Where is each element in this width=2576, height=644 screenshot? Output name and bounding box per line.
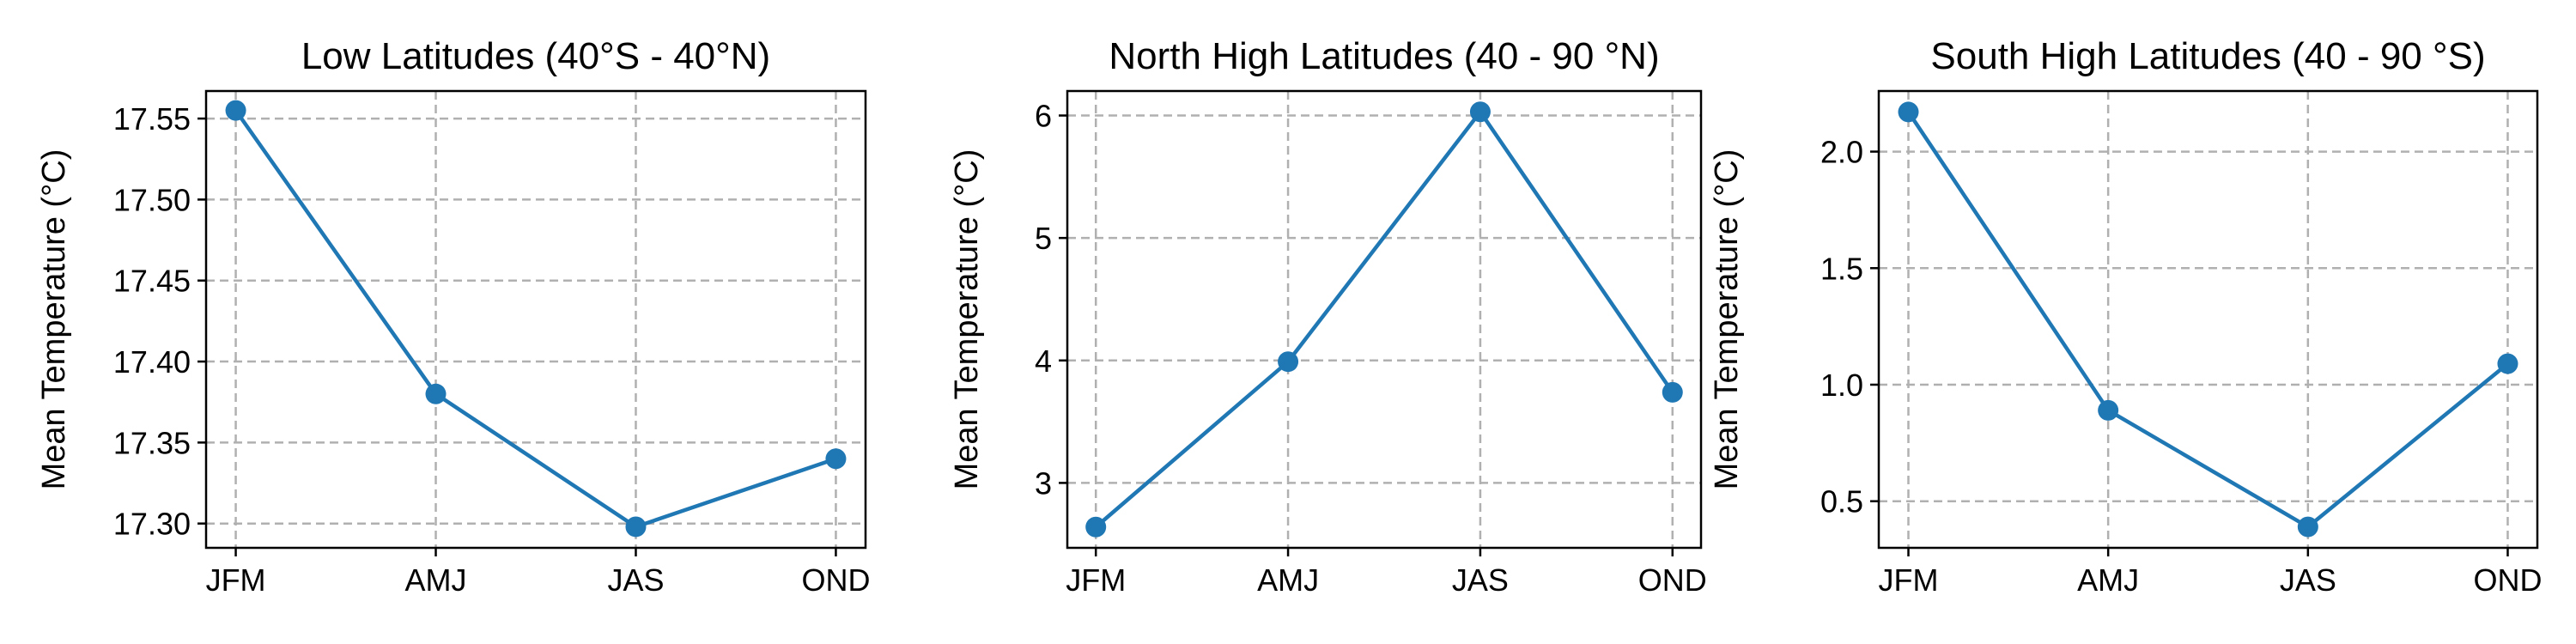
x-tick-label: JAS bbox=[2280, 562, 2336, 598]
y-tick-label: 17.45 bbox=[113, 264, 191, 299]
chart-panel-2: JFM AMJ JAS OND 3 4 5 6 North High Latitudes (40… bbox=[949, 35, 1707, 598]
x-tick-label: JFM bbox=[1066, 562, 1126, 598]
y-tick-label: 17.55 bbox=[113, 101, 191, 137]
x-tick-label: JFM bbox=[206, 562, 266, 598]
x-tick-label: JAS bbox=[607, 562, 664, 598]
data-point bbox=[625, 516, 647, 538]
chart-title: North High Latitudes (40 - 90 °N) bbox=[1109, 35, 1659, 77]
axes-frame bbox=[1877, 89, 2539, 550]
y-tick-label: 2.0 bbox=[1820, 135, 1863, 170]
y-tick-label: 4 bbox=[1035, 343, 1052, 379]
x-tick-label: AMJ bbox=[405, 562, 467, 598]
data-point bbox=[1469, 101, 1491, 123]
y-tick-label: 1.5 bbox=[1820, 251, 1863, 286]
x-tick-label: OND bbox=[801, 562, 870, 598]
y-tick-label: 17.40 bbox=[113, 344, 191, 380]
x-tick-label: JAS bbox=[1452, 562, 1509, 598]
x-tick-label: AMJ bbox=[2077, 562, 2139, 598]
y-tick-label: 6 bbox=[1035, 99, 1052, 134]
chart-title: South High Latitudes (40 - 90 °S) bbox=[1930, 35, 2485, 77]
data-point bbox=[1085, 516, 1107, 538]
data-point bbox=[825, 448, 847, 470]
y-tick-label: 17.50 bbox=[113, 182, 191, 217]
y-tick-label: 1.0 bbox=[1820, 368, 1863, 403]
axes-frame bbox=[204, 89, 867, 550]
data-point bbox=[1662, 381, 1683, 403]
x-tick-label: OND bbox=[1638, 562, 1707, 598]
data-point bbox=[2098, 399, 2119, 421]
data-point bbox=[2497, 353, 2518, 374]
y-axis-label: Mean Temperature (°C) bbox=[1709, 149, 1745, 490]
y-tick-label: 17.35 bbox=[113, 425, 191, 460]
chart-panel-1: JFM AMJ JAS OND 17.30 17.35 17.40 17.45 17.50 17.… bbox=[36, 35, 870, 598]
data-point bbox=[225, 100, 246, 121]
data-point bbox=[2297, 516, 2318, 538]
chart-panel-3: JFM AMJ JAS OND 0.5 1.0 1.5 2.0 South High Latit… bbox=[1709, 35, 2542, 598]
x-tick-label: JFM bbox=[1879, 562, 1939, 598]
series-line bbox=[1906, 111, 2509, 529]
series-line bbox=[234, 109, 837, 529]
x-tick-label: OND bbox=[2473, 562, 2542, 598]
y-tick-label: 0.5 bbox=[1820, 484, 1863, 519]
chart-title: Low Latitudes (40°S - 40°N) bbox=[301, 35, 770, 77]
axes-frame bbox=[1066, 89, 1703, 550]
y-tick-label: 3 bbox=[1035, 465, 1052, 501]
y-axis-label: Mean Temperature (°C) bbox=[36, 149, 72, 490]
y-tick-label: 5 bbox=[1035, 221, 1052, 256]
y-tick-label: 17.30 bbox=[113, 507, 191, 542]
series-line bbox=[1094, 109, 1674, 529]
y-axis-label: Mean Temperature (°C) bbox=[949, 149, 985, 490]
data-point bbox=[425, 383, 447, 404]
data-point bbox=[1278, 351, 1299, 373]
data-point bbox=[1898, 101, 1919, 123]
x-tick-label: AMJ bbox=[1257, 562, 1319, 598]
